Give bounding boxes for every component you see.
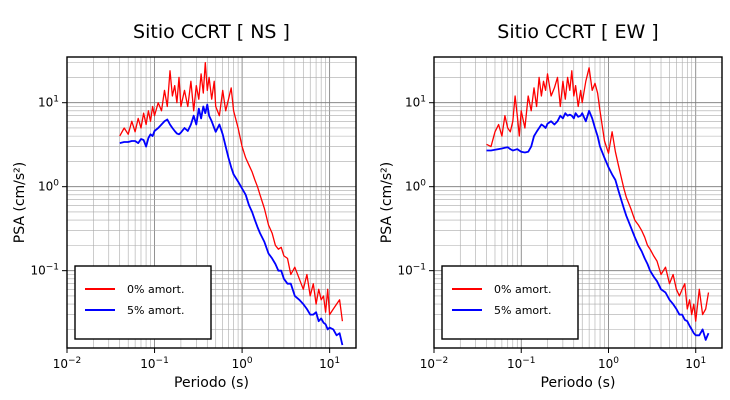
legend: 0% amort. 5% amort. xyxy=(441,265,579,340)
chart-title: Sitio CCRT [ NS ] xyxy=(133,21,290,43)
y-axis-label: PSA (cm/s²) xyxy=(379,162,395,244)
x-tick-label: 101 xyxy=(319,356,340,371)
legend-entry-label: 5% amort. xyxy=(127,304,184,317)
x-tick-label: 10−1 xyxy=(140,356,169,371)
y-tick-label: 100 xyxy=(38,179,59,194)
y-tick-label: 100 xyxy=(405,179,426,194)
x-tick-label: 10−1 xyxy=(507,356,536,371)
y-tick-label: 10−1 xyxy=(397,263,426,278)
legend-box xyxy=(441,265,579,340)
gridlines xyxy=(66,57,357,348)
x-tick-label: 100 xyxy=(232,356,253,371)
x-tick-label: 101 xyxy=(685,356,706,371)
legend-entry-label: 5% amort. xyxy=(494,304,551,317)
y-tick-label: 101 xyxy=(38,95,59,110)
series-line-damping-5 xyxy=(486,109,710,341)
legend: 0% amort. 5% amort. xyxy=(74,265,212,340)
series-group xyxy=(486,67,710,341)
series-line-damping-0 xyxy=(119,61,344,322)
chart-panel-ns: 10−2 10−1 100 101 10−1 100 101 Sitio CCRT [ NS … xyxy=(12,21,357,391)
tick-labels: 10−2 10−1 100 101 10−1 100 101 xyxy=(397,95,706,371)
x-tick-label: 100 xyxy=(598,356,619,371)
legend-entry-label: 0% amort. xyxy=(494,283,551,296)
y-tick-label: 101 xyxy=(405,95,426,110)
series-line-damping-5 xyxy=(119,103,344,346)
chart-title: Sitio CCRT [ EW ] xyxy=(497,21,658,43)
chart-panel-ew: 10−2 10−1 100 101 10−1 100 101 Sitio CCRT [ EW … xyxy=(379,21,723,391)
series-group xyxy=(119,61,344,346)
y-tick-label: 10−1 xyxy=(30,263,59,278)
x-axis-label: Periodo (s) xyxy=(174,375,249,391)
legend-box xyxy=(74,265,212,340)
legend-entry-label: 0% amort. xyxy=(127,283,184,296)
x-tick-label: 10−2 xyxy=(53,356,82,371)
plot-frame xyxy=(433,56,723,349)
plot-frame xyxy=(66,56,357,349)
x-tick-label: 10−2 xyxy=(420,356,449,371)
tick-labels: 10−2 10−1 100 101 10−1 100 101 xyxy=(30,95,340,371)
series-line-damping-0 xyxy=(486,67,710,322)
x-axis-label: Periodo (s) xyxy=(541,375,616,391)
y-axis-label: PSA (cm/s²) xyxy=(12,162,28,244)
